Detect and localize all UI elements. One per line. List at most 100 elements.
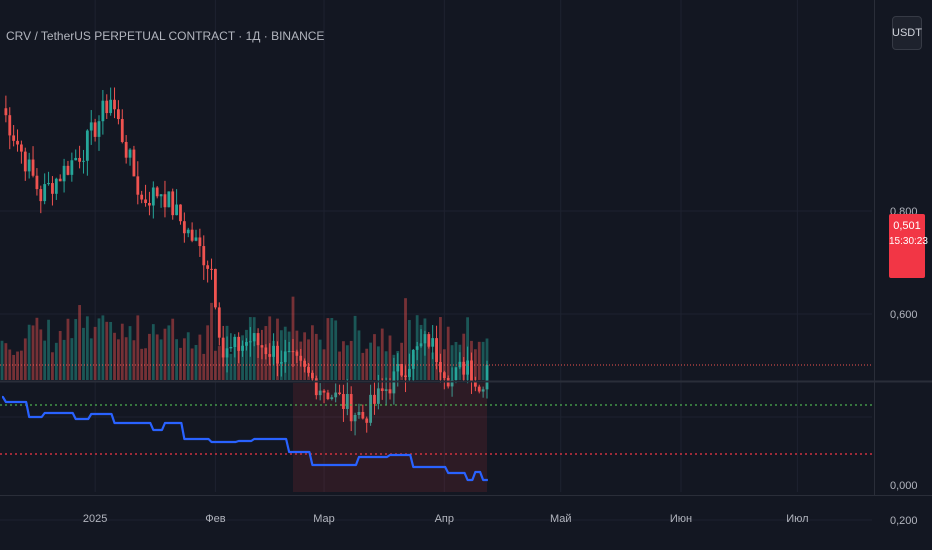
- volume-bar: [221, 353, 225, 380]
- y-tick-label: 0,600: [890, 309, 918, 321]
- candle-body: [74, 157, 78, 161]
- candles: [0, 87, 872, 436]
- candle-body: [8, 115, 12, 136]
- candle-body: [175, 204, 178, 216]
- volume-bar: [182, 338, 186, 380]
- candle-body: [245, 342, 248, 346]
- volume-bar: [206, 325, 210, 380]
- candle-body: [311, 372, 314, 379]
- candle-body: [470, 360, 473, 383]
- volume-bar: [171, 318, 175, 380]
- candle-body: [198, 237, 202, 247]
- volume-bar: [311, 325, 314, 380]
- volume-bar: [78, 305, 81, 380]
- volume-bar: [473, 349, 477, 380]
- candle-body: [314, 378, 318, 396]
- candle-body: [345, 394, 349, 409]
- volume-bar: [97, 318, 101, 380]
- volume-bar: [85, 316, 89, 380]
- volume-bar: [136, 315, 140, 380]
- x-tick-label: Фев: [205, 513, 225, 525]
- candle-body: [12, 135, 16, 141]
- volume-bar: [330, 318, 334, 380]
- candle-body: [97, 121, 101, 137]
- volume-bar: [124, 337, 128, 380]
- volume-bar: [217, 346, 221, 380]
- candle-body: [291, 351, 295, 353]
- candle-body: [171, 191, 175, 216]
- candle-body: [167, 191, 171, 208]
- candle-body: [353, 414, 357, 422]
- candle-body: [117, 109, 120, 120]
- volume-bar: [120, 323, 124, 380]
- volume-bar: [431, 352, 435, 380]
- quote-currency-button[interactable]: USDT: [892, 16, 922, 50]
- volume-bar: [132, 340, 136, 380]
- candle-body: [210, 268, 213, 270]
- candle-body: [369, 394, 372, 423]
- candle-body: [388, 389, 392, 394]
- candle-body: [330, 397, 334, 400]
- volume-bar: [163, 328, 167, 380]
- candle-body: [93, 122, 97, 137]
- candle-body: [20, 144, 23, 152]
- volume-bar: [380, 328, 384, 380]
- candle-body: [202, 246, 206, 266]
- candle-body: [326, 392, 330, 400]
- volume-bar: [439, 317, 442, 380]
- volume-bar: [179, 347, 182, 380]
- candle-body: [155, 187, 159, 197]
- volume-bar: [314, 333, 318, 380]
- candle-body: [233, 336, 237, 348]
- volume-bar: [388, 335, 392, 380]
- candle-body: [264, 347, 268, 355]
- volume-bar: [140, 348, 144, 380]
- volume-bar: [4, 343, 8, 380]
- volume-bar: [101, 315, 105, 380]
- candle-body: [237, 336, 241, 351]
- volume-bar: [198, 334, 202, 380]
- volume-bar: [190, 348, 194, 380]
- volume-bar: [450, 345, 454, 380]
- volume-bar: [93, 326, 97, 380]
- candle-body: [361, 411, 365, 419]
- volume-bar: [43, 340, 47, 380]
- candle-body: [365, 418, 369, 423]
- candle-body: [214, 268, 217, 308]
- volume-bar: [58, 330, 62, 380]
- volume-bar: [256, 338, 260, 380]
- x-tick-label: Июн: [670, 513, 692, 525]
- candle-body: [136, 176, 140, 195]
- volume-bar: [35, 317, 39, 380]
- symbol-title[interactable]: CRV / TetherUS PERPETUAL CONTRACT · 1Д ·…: [6, 29, 325, 43]
- volume-bar: [62, 339, 66, 380]
- volume-bar: [373, 334, 376, 380]
- candle-body: [78, 157, 81, 162]
- candle-body: [132, 149, 136, 177]
- volume-bar: [233, 343, 237, 380]
- candle-body: [105, 100, 109, 114]
- candle-body: [295, 351, 299, 356]
- candle-body: [404, 375, 407, 377]
- candle-body: [380, 388, 384, 391]
- candle-body: [442, 372, 446, 378]
- candle-body: [260, 345, 264, 348]
- volume-bar: [419, 324, 423, 380]
- candle-body: [27, 159, 31, 172]
- volume-bar: [342, 341, 345, 380]
- candle-body: [190, 229, 194, 241]
- candle-body: [159, 194, 163, 197]
- volume-bar: [376, 346, 380, 380]
- candle-body: [51, 183, 54, 194]
- candle-body: [435, 338, 438, 363]
- candle-body: [23, 151, 27, 172]
- candle-body: [4, 108, 8, 116]
- volume-bar: [113, 332, 116, 380]
- candle-body: [179, 204, 182, 222]
- candle-body: [450, 379, 454, 387]
- volume-bar: [12, 354, 16, 380]
- volume-bar: [167, 325, 171, 380]
- candle-body: [299, 355, 303, 361]
- volume-bar: [89, 338, 93, 380]
